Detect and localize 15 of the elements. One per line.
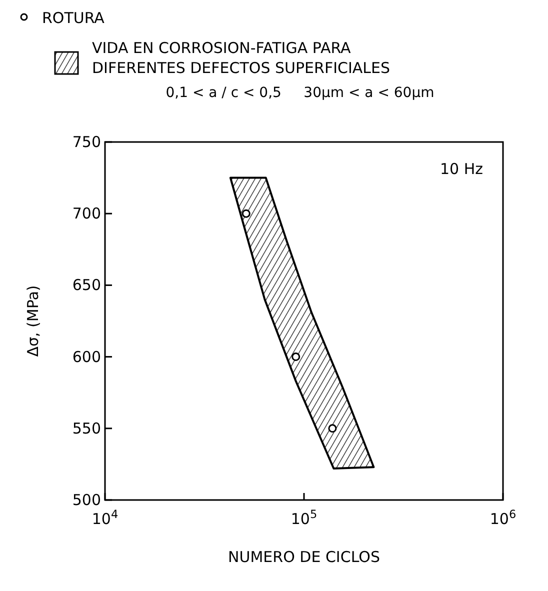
- legend-label: ROTURA: [42, 9, 106, 27]
- legend-label: VIDA EN CORROSION-FATIGA PARA DIFERENTES DEFECTOS SUPERFICIALES: [92, 39, 390, 77]
- y-tick-label: 550: [72, 419, 101, 438]
- y-tick-label: 750: [72, 133, 101, 151]
- annotation: 10 Hz: [440, 160, 484, 178]
- x-axis-title: NUMERO DE CICLOS: [228, 548, 380, 566]
- x-tick-label: 10$^{6}$: [490, 508, 516, 528]
- y-tick-label: 600: [72, 348, 101, 366]
- y-tick-label: 700: [72, 204, 101, 223]
- text: 0,1 < a / c < 0,5 30μm < a < 60μm: [166, 85, 434, 101]
- y-tick-label: 500: [72, 491, 101, 509]
- x-tick-label: 10$^{5}$: [290, 508, 318, 528]
- y-tick-label: 650: [72, 276, 101, 294]
- y-axis-title: Δσ, (MPa): [24, 285, 42, 357]
- x-tick-label: 10$^{4}$: [92, 508, 118, 528]
